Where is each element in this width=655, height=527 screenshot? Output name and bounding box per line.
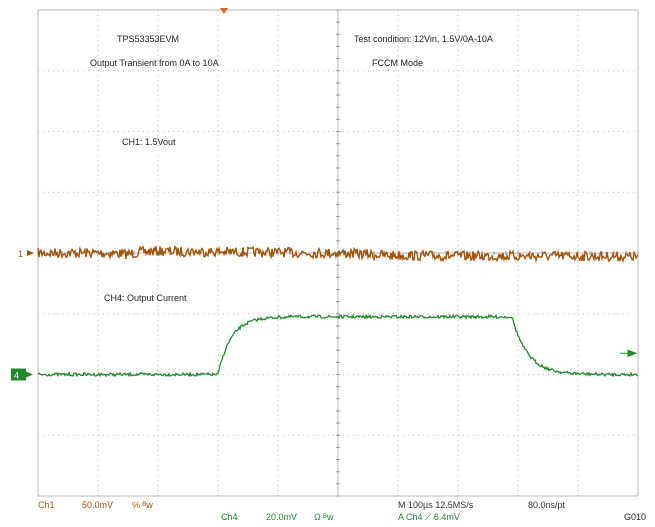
marker-ch1-arrow [27, 250, 34, 256]
footer-figure-id: G010 [624, 512, 646, 522]
footer-resolution: 80.0ns/pt [528, 500, 566, 510]
footer-ch4-symbols: Ω ᴮw [314, 512, 334, 522]
marker-ch4: 4 [11, 368, 33, 381]
footer-trigger: A Ch4 ⟋ 6.4mV [398, 512, 460, 522]
footer-ch1-symbols: ℅ ᴮw [132, 500, 153, 510]
footer-ch1-scale: 50.0mV [82, 500, 113, 510]
trigger-position-marker [220, 8, 228, 14]
marker-ch1-label: 1 [18, 249, 23, 259]
marker-ch4-label: 4 [14, 371, 19, 381]
annotation-ch4: CH4: Output Current [104, 293, 187, 303]
footer-ch4-scale: 20.0mV [266, 512, 297, 522]
trigger-level-marker [620, 349, 638, 357]
trace-ch4 [37, 313, 639, 378]
annotation-test-condition: Test condition: 12Vin, 1.5V/0A-10A [354, 34, 493, 44]
footer-ch1-name: Ch1 [38, 500, 55, 510]
footer-ch4-name: Ch4 [221, 512, 238, 522]
marker-ch4-arrow [26, 371, 33, 378]
traces [37, 245, 639, 378]
marker-ch4-box [11, 368, 26, 381]
annotation-ch1: CH1: 1.5Vout [122, 137, 176, 147]
footer-timebase: M 100µs 12.5MS/s [398, 500, 474, 510]
annotation-board: TPS53353EVM [117, 34, 179, 44]
annotation-description: Output Transient from 0A to 10A [90, 58, 219, 68]
annotation-mode: FCCM Mode [372, 58, 423, 68]
channel-markers: 14 [11, 249, 638, 381]
trace-ch1 [37, 245, 639, 264]
marker-ch1: 1 [18, 249, 34, 259]
